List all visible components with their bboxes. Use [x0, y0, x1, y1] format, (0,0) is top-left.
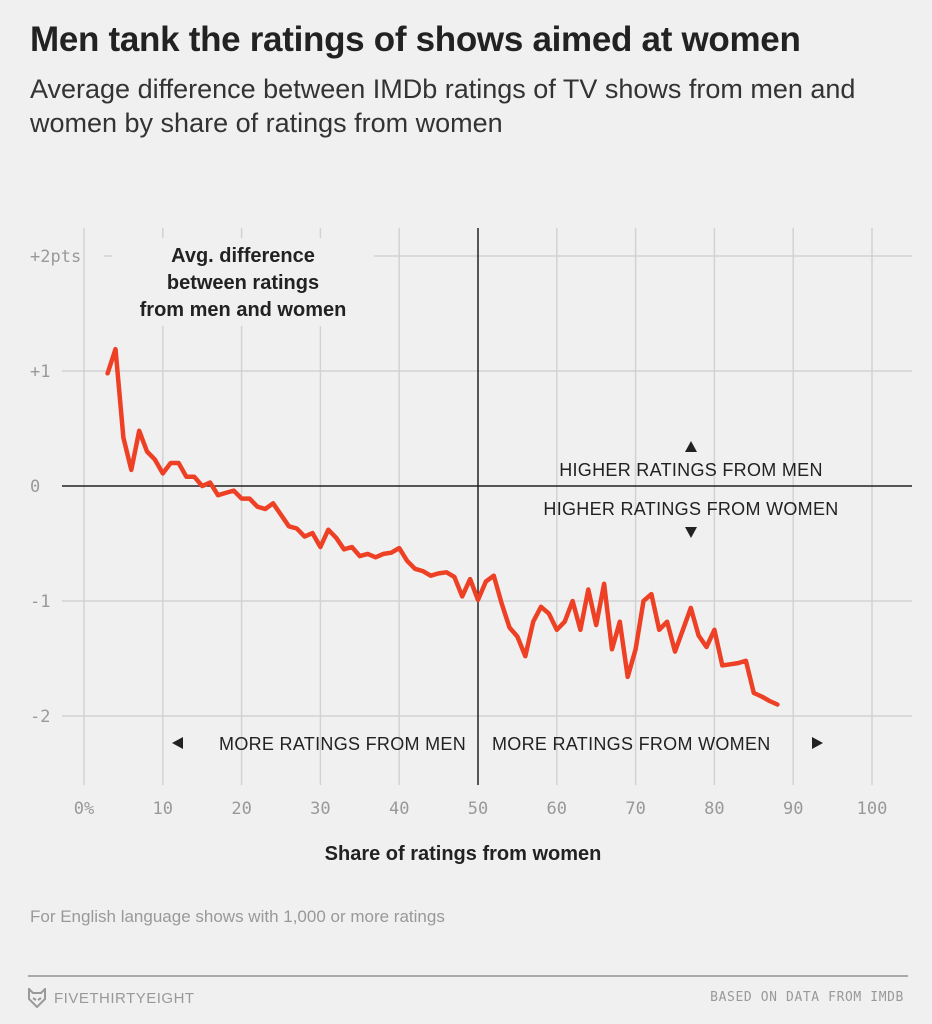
fox-icon [28, 988, 46, 1008]
line-label-row: Avg. difference [171, 245, 315, 267]
y-tick-label: +2pts [30, 247, 81, 267]
chart-subtitle: Average difference between IMDb ratings … [30, 74, 856, 138]
higher-men-label: HIGHER RATINGS FROM MEN [559, 460, 823, 480]
tick-labels: 0% 10 20 30 40 50 60 70 80 90 100 +2pts +1 0 -1 -2 [30, 247, 887, 819]
arrow-up-icon [685, 441, 697, 452]
line-label-row: between ratings [167, 272, 319, 294]
chart-title: Men tank the ratings of shows aimed at w… [30, 20, 801, 59]
logo-text: FIVETHIRTYEIGHT [54, 989, 195, 1007]
more-women-label: MORE RATINGS FROM WOMEN [492, 734, 771, 754]
x-tick-label: 30 [310, 799, 330, 819]
label-background [112, 238, 374, 326]
higher-women-label: HIGHER RATINGS FROM WOMEN [543, 499, 838, 519]
annotations: Avg. difference between ratings from men a… [112, 238, 838, 865]
x-tick-label: 40 [389, 799, 409, 819]
x-tick-label: 20 [231, 799, 251, 819]
y-tick-label: 0 [30, 477, 40, 497]
source-credit: BASED ON DATA FROM IMDB [710, 990, 904, 1005]
y-tick-label: -1 [30, 592, 50, 612]
x-tick-label: 0% [74, 799, 94, 819]
y-tick-label: +1 [30, 362, 50, 382]
x-tick-label: 90 [783, 799, 803, 819]
x-tick-label: 70 [625, 799, 645, 819]
series-line [105, 346, 780, 707]
x-axis-label: Share of ratings from women [325, 843, 602, 865]
y-tick-label: -2 [30, 707, 50, 727]
more-men-label: MORE RATINGS FROM MEN [219, 734, 466, 754]
x-tick-label: 60 [547, 799, 567, 819]
x-tick-label: 100 [857, 799, 888, 819]
arrow-down-icon [685, 527, 697, 538]
x-tick-label: 50 [468, 799, 488, 819]
line-label-row: from men and women [140, 299, 347, 321]
arrow-left-icon [172, 737, 183, 749]
logo: FIVETHIRTYEIGHT [28, 988, 195, 1008]
footnote: For English language shows with 1,000 or… [30, 907, 445, 926]
footer-divider [28, 975, 908, 977]
line-label: Avg. difference between ratings from men a… [140, 245, 347, 321]
x-tick-label: 10 [153, 799, 173, 819]
x-tick-label: 80 [704, 799, 724, 819]
arrow-right-icon [812, 737, 823, 749]
